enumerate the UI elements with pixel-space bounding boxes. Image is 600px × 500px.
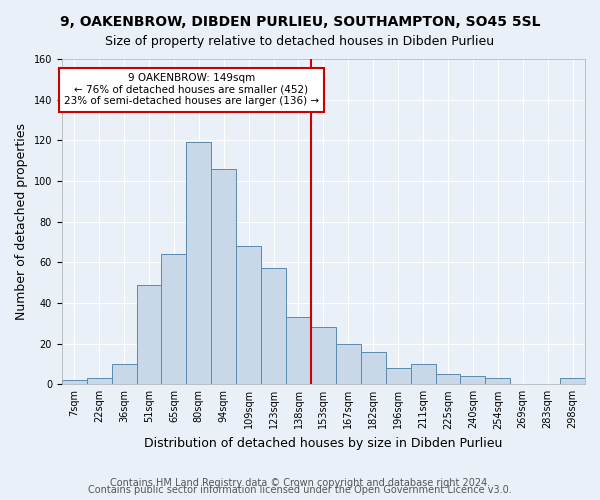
Bar — [286, 317, 311, 384]
Text: 9, OAKENBROW, DIBDEN PURLIEU, SOUTHAMPTON, SO45 5SL: 9, OAKENBROW, DIBDEN PURLIEU, SOUTHAMPTO… — [60, 15, 540, 29]
Text: Contains public sector information licensed under the Open Government Licence v3: Contains public sector information licen… — [88, 485, 512, 495]
Text: Contains HM Land Registry data © Crown copyright and database right 2024.: Contains HM Land Registry data © Crown c… — [110, 478, 490, 488]
Text: Size of property relative to detached houses in Dibden Purlieu: Size of property relative to detached ho… — [106, 35, 494, 48]
Bar — [311, 328, 336, 384]
Bar — [261, 268, 286, 384]
Bar — [112, 364, 137, 384]
Y-axis label: Number of detached properties: Number of detached properties — [15, 123, 28, 320]
Bar — [410, 364, 436, 384]
Bar — [62, 380, 86, 384]
Bar — [560, 378, 585, 384]
Bar — [137, 284, 161, 384]
Bar — [211, 169, 236, 384]
Bar — [336, 344, 361, 384]
Bar — [236, 246, 261, 384]
Text: 9 OAKENBROW: 149sqm
← 76% of detached houses are smaller (452)
23% of semi-detac: 9 OAKENBROW: 149sqm ← 76% of detached ho… — [64, 73, 319, 106]
Bar — [460, 376, 485, 384]
Bar — [361, 352, 386, 384]
Bar — [187, 142, 211, 384]
Bar — [436, 374, 460, 384]
Bar — [86, 378, 112, 384]
Bar — [485, 378, 510, 384]
Bar — [386, 368, 410, 384]
X-axis label: Distribution of detached houses by size in Dibden Purlieu: Distribution of detached houses by size … — [144, 437, 503, 450]
Bar — [161, 254, 187, 384]
